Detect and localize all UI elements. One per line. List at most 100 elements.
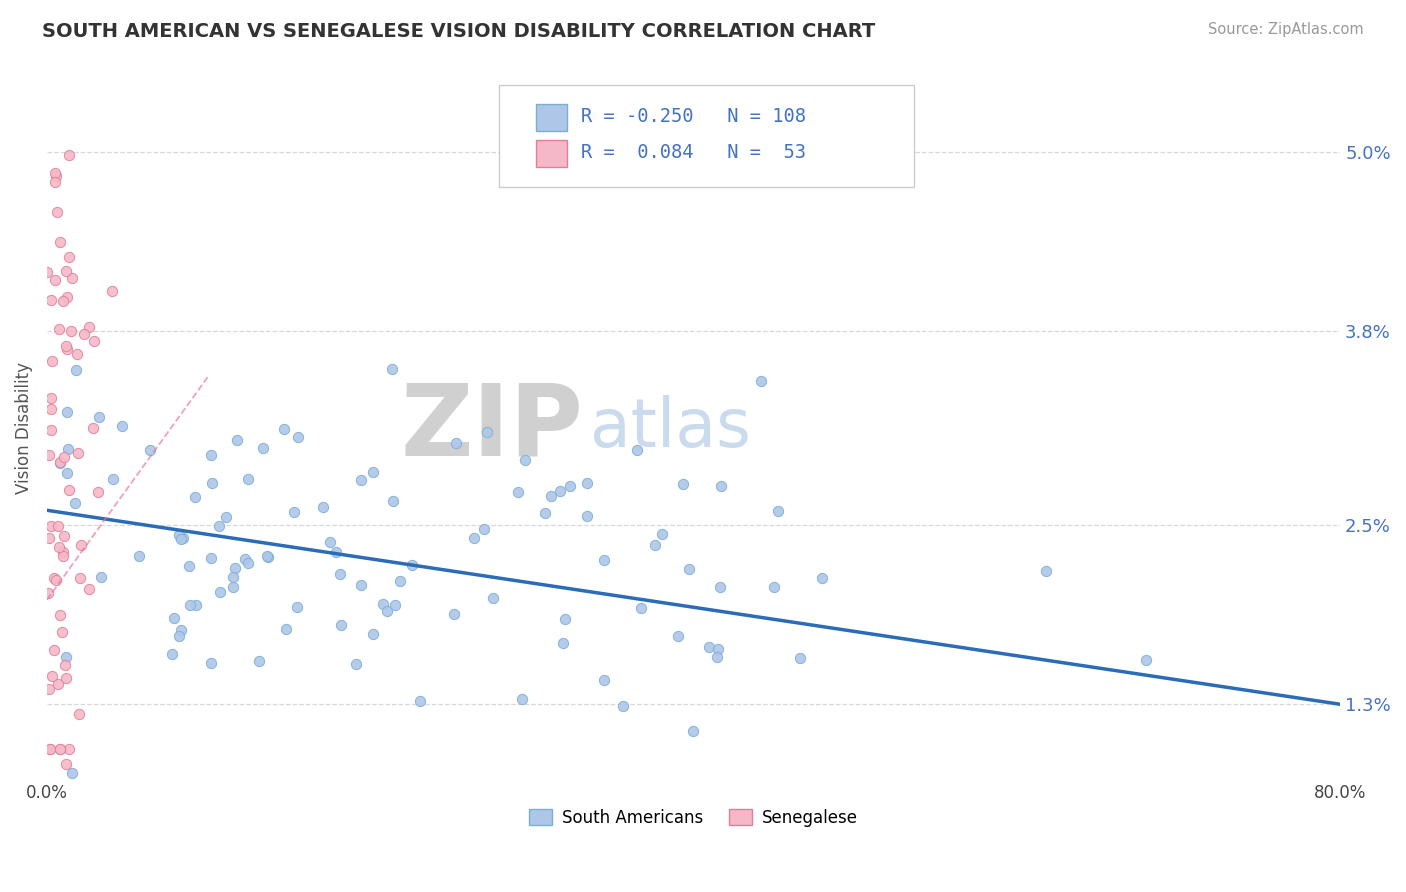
Point bbox=[60, 270, 83, 285]
Point bbox=[38, 531, 60, 545]
Point bbox=[48, 540, 70, 554]
Point bbox=[52, 545, 75, 559]
Point bbox=[375, 604, 398, 618]
Point bbox=[49, 607, 72, 622]
Point bbox=[291, 787, 314, 801]
Point bbox=[56, 343, 79, 357]
Point bbox=[58, 148, 80, 162]
Point bbox=[170, 532, 193, 546]
Point bbox=[363, 627, 385, 641]
Point bbox=[233, 552, 256, 566]
Point bbox=[273, 422, 295, 436]
Point bbox=[46, 518, 69, 533]
Point bbox=[534, 506, 557, 520]
Point bbox=[44, 166, 66, 180]
Point bbox=[77, 582, 100, 596]
Point bbox=[73, 326, 96, 341]
Point bbox=[319, 535, 342, 549]
Point bbox=[508, 485, 530, 500]
Point bbox=[697, 640, 720, 654]
Point bbox=[52, 294, 75, 309]
Point bbox=[361, 465, 384, 479]
Point bbox=[312, 500, 335, 515]
Point bbox=[87, 410, 110, 425]
Point bbox=[49, 742, 72, 756]
Point bbox=[184, 491, 207, 505]
Point bbox=[170, 623, 193, 637]
Point bbox=[45, 169, 67, 183]
Point bbox=[79, 320, 101, 334]
Point bbox=[1135, 653, 1157, 667]
Point bbox=[575, 509, 598, 524]
Point bbox=[252, 441, 274, 455]
Point bbox=[172, 531, 194, 545]
Point bbox=[630, 601, 652, 615]
Point bbox=[44, 175, 66, 189]
Point bbox=[350, 473, 373, 487]
Point bbox=[60, 324, 83, 338]
Point bbox=[160, 648, 183, 662]
Point bbox=[41, 669, 63, 683]
Point bbox=[45, 204, 67, 219]
Point bbox=[236, 472, 259, 486]
Point bbox=[63, 496, 86, 510]
Text: R =  0.084   N =  53: R = 0.084 N = 53 bbox=[581, 143, 806, 162]
Point bbox=[384, 599, 406, 613]
Point bbox=[612, 698, 634, 713]
Point bbox=[58, 483, 80, 497]
Point bbox=[222, 570, 245, 584]
Point bbox=[55, 650, 77, 665]
Point bbox=[163, 610, 186, 624]
Point bbox=[44, 273, 66, 287]
Point bbox=[39, 293, 62, 308]
Text: SOUTH AMERICAN VS SENEGALESE VISION DISABILITY CORRELATION CHART: SOUTH AMERICAN VS SENEGALESE VISION DISA… bbox=[42, 22, 876, 41]
Point bbox=[39, 423, 62, 437]
Point bbox=[67, 446, 90, 460]
Point bbox=[55, 756, 77, 771]
Point bbox=[49, 457, 72, 471]
Point bbox=[256, 549, 278, 563]
Point bbox=[247, 654, 270, 668]
Point bbox=[283, 505, 305, 519]
Point bbox=[46, 676, 69, 690]
Point bbox=[678, 562, 700, 576]
Point bbox=[52, 549, 75, 563]
Point bbox=[706, 650, 728, 665]
Point bbox=[67, 706, 90, 721]
Point bbox=[45, 573, 67, 587]
Point bbox=[550, 483, 572, 498]
Point bbox=[388, 574, 411, 589]
Point bbox=[60, 766, 83, 780]
Text: Source: ZipAtlas.com: Source: ZipAtlas.com bbox=[1208, 22, 1364, 37]
Point bbox=[58, 442, 80, 457]
Point bbox=[446, 436, 468, 450]
Point bbox=[710, 479, 733, 493]
Point bbox=[111, 418, 134, 433]
Point bbox=[38, 682, 60, 697]
Text: atlas: atlas bbox=[591, 395, 751, 461]
Point bbox=[330, 618, 353, 632]
Point bbox=[42, 571, 65, 585]
Point bbox=[49, 742, 72, 756]
Point bbox=[373, 597, 395, 611]
Point bbox=[257, 549, 280, 564]
Legend: South Americans, Senegalese: South Americans, Senegalese bbox=[523, 803, 865, 834]
Point bbox=[55, 466, 77, 480]
Point bbox=[576, 475, 599, 490]
Point bbox=[350, 577, 373, 591]
Point bbox=[55, 339, 77, 353]
Point bbox=[37, 585, 59, 599]
Point bbox=[344, 657, 367, 672]
Point bbox=[37, 265, 59, 279]
Point bbox=[482, 591, 505, 605]
Point bbox=[214, 510, 236, 524]
Point bbox=[592, 553, 614, 567]
Point bbox=[48, 322, 70, 336]
Point bbox=[83, 334, 105, 348]
Point bbox=[409, 694, 432, 708]
Point bbox=[707, 641, 730, 656]
Point bbox=[510, 691, 533, 706]
Point bbox=[38, 742, 60, 756]
Point bbox=[70, 538, 93, 552]
Point bbox=[69, 572, 91, 586]
